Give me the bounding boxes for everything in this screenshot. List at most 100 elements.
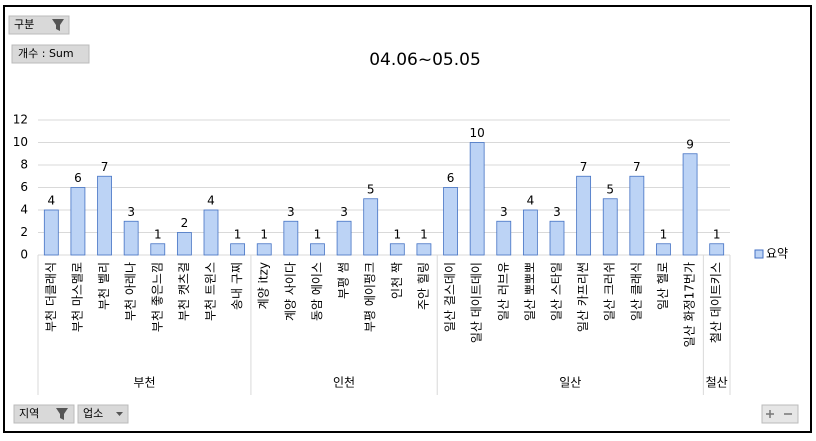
axis-field-label: 업소 xyxy=(83,407,103,420)
bar xyxy=(469,142,485,256)
axis-field-label: 지역 xyxy=(19,407,39,420)
x-tick-label: 동암 에이스 xyxy=(310,262,324,321)
x-tick-label: 부천 마스멜로 xyxy=(69,262,84,332)
x-tick-label: 인천 짝 xyxy=(389,262,404,299)
x-tick-label: 계양 itzy xyxy=(257,262,271,309)
y-tick-label: 10 xyxy=(13,135,28,149)
data-label: 3 xyxy=(287,205,295,219)
bar xyxy=(496,220,512,256)
y-tick-label: 4 xyxy=(20,203,28,217)
x-tick-label: 부평 에이펑크 xyxy=(363,262,377,332)
y-tick-label: 8 xyxy=(20,158,28,172)
x-tick-label: 일산 데이트데이 xyxy=(470,262,484,343)
data-label: 4 xyxy=(527,194,535,208)
filter-button[interactable]: 구분 xyxy=(8,15,70,35)
data-label: 2 xyxy=(181,216,189,230)
bar xyxy=(416,243,432,256)
data-label: 5 xyxy=(367,182,375,196)
x-tick-label: 부천 더클래식 xyxy=(43,262,58,332)
measure-button[interactable]: 개수 : Sum xyxy=(11,44,90,64)
bar xyxy=(203,209,219,256)
data-label: 3 xyxy=(500,205,508,219)
bar xyxy=(283,220,299,256)
data-label: 1 xyxy=(154,227,162,241)
x-tick-label: 송내 구찌 xyxy=(230,262,244,310)
data-label: 6 xyxy=(74,171,82,185)
data-label: 3 xyxy=(127,205,135,219)
bar xyxy=(176,232,192,256)
data-label: 1 xyxy=(393,227,401,241)
x-tick-label: 일산 카프리썬 xyxy=(576,262,590,332)
data-label: 1 xyxy=(420,227,428,241)
bar xyxy=(576,175,592,256)
axis-field-button[interactable]: 업소 xyxy=(77,404,129,424)
measure-label: 개수 : Sum xyxy=(18,47,74,60)
data-label: 1 xyxy=(660,227,668,241)
data-label: 4 xyxy=(207,194,215,208)
x-tick-label: 일산 클래식 xyxy=(629,262,643,321)
bar xyxy=(150,243,166,256)
bar xyxy=(97,175,112,256)
filter-label: 구분 xyxy=(14,18,34,31)
frame xyxy=(3,5,812,433)
data-label: 4 xyxy=(47,194,55,208)
legend-swatch xyxy=(754,249,764,259)
data-label: 1 xyxy=(713,227,721,241)
x-tick-label: 주안 힐링 xyxy=(416,262,430,310)
bar xyxy=(70,187,86,256)
x-tick-label: 철산 데이트키스 xyxy=(709,262,723,343)
bar xyxy=(443,187,458,256)
bar xyxy=(256,243,272,256)
x-tick-label: 부천 트윈스 xyxy=(203,262,218,321)
data-label: 1 xyxy=(234,227,242,241)
x-tick-label: 부천 아레나 xyxy=(123,262,138,321)
data-label: 3 xyxy=(340,205,348,219)
bar xyxy=(522,209,538,256)
data-label: 7 xyxy=(101,160,109,174)
group-label: 부천 xyxy=(133,375,155,390)
x-tick-label: 일산 크러쉬 xyxy=(603,262,617,321)
bar xyxy=(363,198,379,256)
zoom-buttons[interactable] xyxy=(761,404,799,424)
data-label: 5 xyxy=(606,182,614,196)
bar xyxy=(389,243,405,256)
x-tick-label: 일산 걸스데이 xyxy=(443,262,457,332)
bar xyxy=(602,198,618,256)
data-label: 1 xyxy=(260,227,268,241)
group-label: 일산 xyxy=(559,376,581,390)
data-label: 10 xyxy=(470,126,485,140)
bar xyxy=(43,209,59,256)
bar xyxy=(549,220,565,256)
data-label: 7 xyxy=(633,160,641,174)
x-tick-label: 일산 러브유 xyxy=(496,262,510,321)
x-tick-label: 일산 뽀뽀뽀 xyxy=(523,262,537,321)
chart-title: 04.06~05.05 xyxy=(369,50,481,70)
y-tick-label: 2 xyxy=(20,225,28,239)
x-tick-label: 일산 스타일 xyxy=(550,262,564,321)
x-tick-label: 일산 화정17번가 xyxy=(683,262,697,347)
y-tick-label: 0 xyxy=(20,248,28,262)
x-tick-label: 일산 헬로 xyxy=(656,262,670,310)
bar xyxy=(656,243,671,256)
y-tick-label: 12 xyxy=(13,113,28,127)
legend-label: 요약 xyxy=(766,246,788,261)
data-label: 7 xyxy=(580,160,588,174)
x-tick-label: 부천 벨리 xyxy=(96,262,111,310)
x-tick-label: 부천 캣츠걸 xyxy=(176,262,191,321)
data-label: 3 xyxy=(553,205,561,219)
axis-field-button[interactable]: 지역 xyxy=(13,404,75,424)
bar xyxy=(629,175,645,256)
x-tick-label: 부천 좋은느낌 xyxy=(149,262,164,332)
data-label: 1 xyxy=(314,227,322,241)
bar xyxy=(230,243,246,256)
bar xyxy=(310,243,325,256)
data-label: 9 xyxy=(686,137,694,151)
data-label: 6 xyxy=(447,171,455,185)
bar xyxy=(709,243,725,256)
group-label: 인천 xyxy=(333,375,355,390)
group-label: 철산 xyxy=(706,376,728,390)
bar xyxy=(336,220,352,256)
bar xyxy=(123,220,139,256)
x-tick-label: 계양 사이다 xyxy=(283,262,297,321)
